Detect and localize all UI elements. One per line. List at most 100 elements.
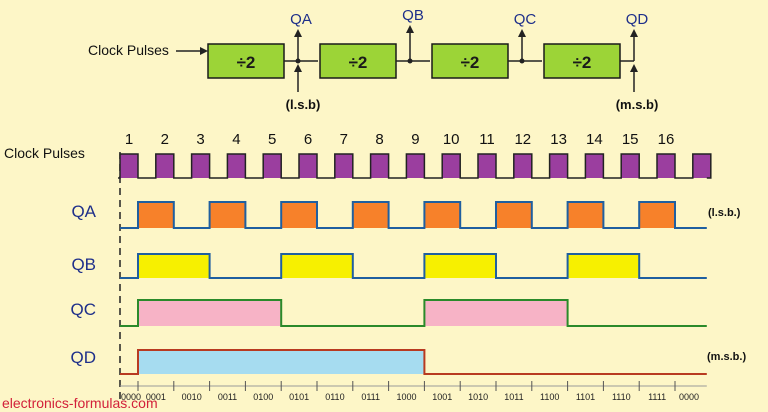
signal-high-segment <box>138 350 425 374</box>
signal-high-segment <box>424 202 461 228</box>
signal-high-segment <box>639 202 675 228</box>
signal-high-segment <box>496 202 532 228</box>
clock-pulse <box>406 154 425 178</box>
binary-count-label: 0101 <box>289 392 309 402</box>
signal-trace-qd <box>120 349 707 375</box>
signal-high-segment <box>567 254 640 278</box>
signal-high-segment <box>352 202 389 228</box>
divider-stage-1: ÷2 <box>207 43 285 79</box>
signal-waveform <box>120 299 707 327</box>
signal-label-qa: QA <box>71 202 96 221</box>
divider-label-4: ÷2 <box>573 53 592 72</box>
pulse-number: 2 <box>161 131 169 148</box>
binary-count-label: 1000 <box>396 392 416 402</box>
signal-trace-qb <box>120 253 707 279</box>
pulse-number: 3 <box>196 131 204 148</box>
divider-stage-3: ÷2 <box>431 43 509 79</box>
binary-count-label: 0000 <box>121 392 141 402</box>
tap-qc-dot <box>519 58 525 64</box>
clock-pulse <box>692 154 711 178</box>
pulse-number: 15 <box>622 131 639 148</box>
clock-pulse <box>299 154 317 178</box>
pulse-number: 5 <box>268 131 276 148</box>
clock-pulse <box>478 154 496 178</box>
tap-qa-dot <box>295 58 301 64</box>
binary-count-label: 1010 <box>468 392 488 402</box>
divider-stage-4: ÷2 <box>543 43 621 79</box>
binary-count-row: 0000 0001 0010 0011 0100 0101 0110 0111 1000 1001… <box>120 381 707 402</box>
pulse-number: 1 <box>125 131 133 148</box>
timing-diagram: Clock Pulses 1 2 3 4 5 6 7 8 9 10 11 12 13 14 15 16 QA … <box>4 131 746 402</box>
output-label-qb: QB <box>402 7 424 24</box>
binary-count-label: 0000 <box>679 392 699 402</box>
clock-row-label: Clock Pulses <box>4 145 85 161</box>
qa-lsb-note: (l.s.b.) <box>708 207 741 219</box>
binary-count-label: 1100 <box>540 392 559 402</box>
pulse-number: 7 <box>340 131 348 148</box>
clock-pulse <box>155 154 174 178</box>
clock-pulse <box>585 154 604 178</box>
clock-pulse <box>442 154 461 178</box>
pulse-number: 12 <box>514 131 531 148</box>
divider-stage-2: ÷2 <box>319 43 397 79</box>
output-label-qd: QD <box>626 11 649 28</box>
clock-pulse <box>334 154 353 178</box>
clock-pulse <box>191 154 210 178</box>
signal-label-qd: QD <box>71 348 97 367</box>
binary-count-label: 0110 <box>325 392 344 402</box>
divider-label-2: ÷2 <box>349 53 368 72</box>
signal-label-qb: QB <box>71 255 96 274</box>
signal-waveform <box>120 349 707 375</box>
pulse-number: 13 <box>550 131 567 148</box>
signal-high-segment <box>281 202 317 228</box>
signal-high-segment <box>567 202 604 228</box>
clock-waveform <box>118 153 712 179</box>
clock-pulse <box>370 154 389 178</box>
signal-trace-qa <box>120 201 707 229</box>
divider-label-1: ÷2 <box>237 53 256 72</box>
binary-count-label: 0001 <box>146 392 166 402</box>
clock-pulse <box>549 154 568 178</box>
pulse-number: 11 <box>479 131 495 148</box>
divider-label-3: ÷2 <box>461 53 480 72</box>
clock-pulse <box>657 154 675 178</box>
clock-row <box>118 153 712 179</box>
signal-label-qc: QC <box>71 300 97 319</box>
signal-high-segment <box>281 254 353 278</box>
binary-count-label: 0011 <box>218 392 237 402</box>
tap-qb-dot <box>407 58 413 64</box>
pulse-number: 10 <box>443 131 460 148</box>
clock-pulse <box>513 154 532 178</box>
signal-high-segment <box>138 254 210 278</box>
signal-high-segment <box>138 202 174 228</box>
signal-high-segment <box>209 202 246 228</box>
output-label-qc: QC <box>514 11 537 28</box>
signal-waveform <box>120 201 707 229</box>
clock-pulse <box>120 154 138 178</box>
binary-count-label: 1110 <box>612 392 631 402</box>
clock-pulse <box>621 154 640 178</box>
pulse-number: 9 <box>411 131 419 148</box>
watermark-text: electronics-formulas.com <box>2 395 158 411</box>
pulse-number: 4 <box>232 131 240 148</box>
clock-pulse <box>227 154 246 178</box>
signal-high-segment <box>424 254 496 278</box>
pulse-number: 16 <box>658 131 675 148</box>
pulse-number: 14 <box>586 131 603 148</box>
binary-count-label: 1101 <box>576 392 595 402</box>
pulse-numbers: 1 2 3 4 5 6 7 8 9 10 11 12 13 14 15 16 <box>125 131 675 148</box>
signal-high-segment <box>138 300 282 326</box>
qd-msb-note: (m.s.b.) <box>707 351 746 363</box>
binary-count-label: 1001 <box>432 392 452 402</box>
clock-pulse <box>263 154 282 178</box>
binary-count-label: 0111 <box>361 392 380 402</box>
signal-trace-qc <box>120 299 707 327</box>
pulse-number: 8 <box>375 131 383 148</box>
binary-count-label: 1011 <box>504 392 523 402</box>
pulse-number: 6 <box>304 131 312 148</box>
msb-label: (m.s.b) <box>616 97 659 112</box>
block-diagram: Clock Pulses ÷2 ÷2 ÷2 ÷2 QA <box>88 7 658 112</box>
binary-count-label: 1111 <box>648 392 666 402</box>
input-label: Clock Pulses <box>88 42 169 58</box>
